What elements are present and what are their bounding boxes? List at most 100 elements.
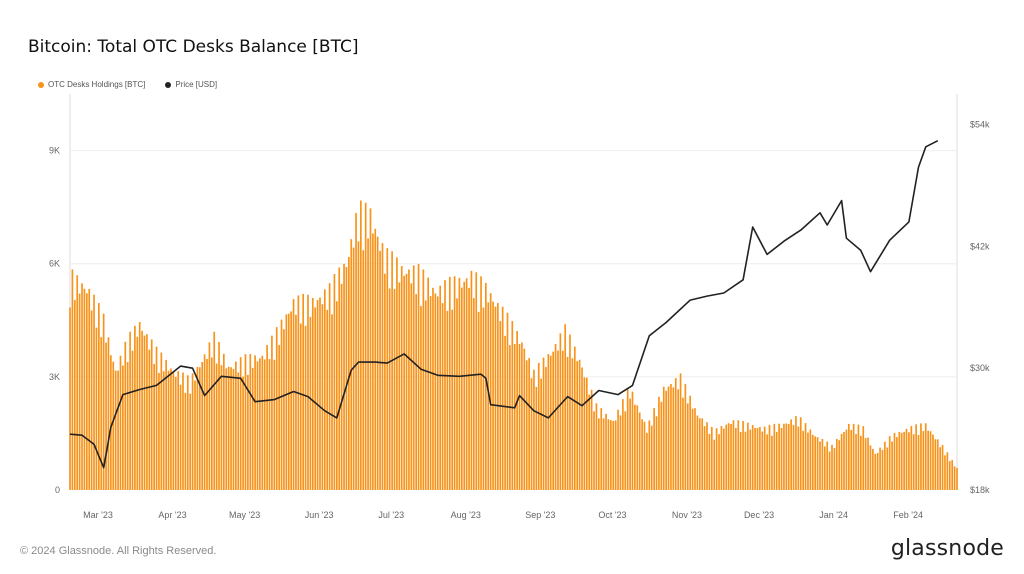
otc-holdings-bar: [862, 426, 865, 490]
otc-holdings-bar: [576, 361, 579, 490]
otc-holdings-bar: [643, 421, 646, 490]
y-right-tick-label: $30k: [970, 363, 990, 373]
otc-holdings-bar: [410, 283, 413, 490]
otc-holdings-bar: [347, 257, 350, 490]
x-tick-label: Aug '23: [451, 510, 481, 520]
otc-holdings-bar: [802, 430, 804, 490]
otc-holdings-bar: [634, 404, 636, 490]
legend-item-price[interactable]: Price [USD]: [165, 80, 217, 89]
otc-holdings-bar: [766, 434, 768, 490]
otc-holdings-bar: [165, 359, 167, 490]
otc-holdings-bar: [304, 325, 307, 490]
otc-holdings-bar: [912, 434, 915, 490]
otc-holdings-bar: [581, 367, 583, 490]
otc-holdings-bar: [872, 449, 874, 490]
otc-holdings-bar: [367, 238, 369, 490]
otc-holdings-bar: [778, 423, 780, 490]
otc-holdings-bar: [408, 269, 410, 490]
otc-holdings-bar: [482, 307, 485, 490]
otc-holdings-bar: [73, 300, 76, 490]
otc-holdings-bar: [528, 358, 530, 490]
otc-holdings-bar: [600, 408, 603, 490]
otc-holdings-bar: [213, 331, 216, 490]
otc-holdings-bar: [725, 424, 728, 490]
otc-holdings-bar: [545, 367, 547, 490]
otc-holdings-bar: [735, 427, 737, 490]
x-tick-label: Oct '23: [598, 510, 626, 520]
x-tick-label: May '23: [229, 510, 260, 520]
otc-holdings-bar: [235, 361, 237, 490]
otc-holdings-bar: [506, 312, 509, 490]
otc-holdings-bar: [230, 367, 232, 490]
otc-holdings-bar: [612, 420, 615, 490]
otc-holdings-bar: [463, 281, 466, 490]
otc-holdings-bar: [831, 444, 833, 490]
otc-holdings-bar: [480, 276, 482, 490]
otc-holdings-bar: [326, 309, 329, 490]
otc-holdings-bar: [821, 439, 824, 490]
otc-holdings-bar: [629, 398, 631, 490]
otc-holdings-bar: [316, 300, 319, 490]
otc-holdings-bar: [441, 303, 444, 490]
otc-holdings-bar: [511, 320, 514, 490]
otc-holdings-bar: [569, 334, 571, 490]
otc-holdings-bar: [126, 362, 129, 490]
otc-holdings-bar: [879, 447, 881, 490]
otc-holdings-bar: [223, 353, 225, 490]
otc-holdings-bar: [814, 436, 817, 490]
otc-holdings-bar: [838, 440, 841, 490]
otc-holdings-bar: [278, 345, 280, 490]
otc-holdings-bar: [547, 354, 550, 490]
otc-holdings-bar: [641, 419, 643, 490]
otc-holdings-bar: [850, 429, 853, 490]
otc-holdings-bar: [203, 354, 206, 490]
otc-holdings-bar: [110, 355, 112, 490]
y-left-tick-label: 0: [55, 485, 60, 495]
otc-holdings-bar: [710, 426, 713, 490]
otc-holdings-bar: [191, 373, 194, 490]
otc-holdings-bar: [732, 420, 735, 490]
otc-holdings-bar: [432, 287, 434, 490]
otc-holdings-bar: [295, 314, 297, 490]
otc-holdings-bar: [393, 289, 396, 490]
otc-holdings-bar: [540, 378, 542, 490]
otc-holdings-bar: [689, 395, 692, 490]
otc-holdings-bar: [429, 296, 432, 490]
otc-holdings-bar: [852, 423, 855, 490]
otc-holdings-bar: [905, 428, 908, 490]
otc-holdings-bar: [427, 277, 430, 490]
otc-holdings-bar: [537, 362, 540, 490]
legend-item-holdings[interactable]: OTC Desks Holdings [BTC]: [38, 80, 145, 89]
otc-holdings-bar: [194, 380, 196, 490]
otc-holdings-bar: [706, 422, 708, 490]
otc-holdings-bar: [100, 337, 103, 490]
otc-holdings-bar: [364, 202, 367, 490]
otc-holdings-bar: [797, 426, 800, 490]
otc-holdings-bar: [311, 297, 314, 490]
otc-holdings-bar: [124, 341, 127, 490]
otc-holdings-bar: [617, 409, 619, 490]
otc-holdings-bar: [677, 389, 680, 490]
otc-holdings-bar: [249, 354, 252, 490]
otc-holdings-bar: [896, 437, 898, 490]
otc-holdings-bar: [749, 429, 752, 490]
otc-holdings-bar: [134, 325, 136, 490]
otc-holdings-bar: [804, 423, 807, 490]
otc-holdings-bar: [357, 241, 360, 490]
otc-holdings-bar: [751, 425, 754, 490]
otc-holdings-bar: [845, 429, 848, 490]
otc-holdings-bar: [888, 436, 891, 490]
otc-holdings-bar: [881, 449, 884, 490]
otc-holdings-bar: [494, 306, 497, 490]
otc-holdings-bar: [564, 324, 567, 490]
x-tick-label: Mar '23: [83, 510, 113, 520]
otc-holdings-bar: [119, 355, 122, 490]
otc-holdings-bar: [826, 441, 829, 490]
otc-holdings-bar: [588, 394, 591, 490]
otc-holdings-bar: [436, 296, 439, 490]
otc-holdings-bar: [412, 265, 415, 490]
otc-holdings-bar: [458, 277, 461, 490]
x-tick-label: Jan '24: [819, 510, 848, 520]
otc-holdings-bar: [792, 425, 795, 490]
